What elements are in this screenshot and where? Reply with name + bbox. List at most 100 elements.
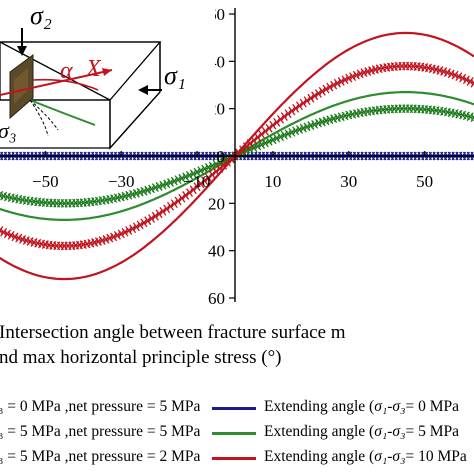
y-tick-label: 40 — [208, 242, 225, 261]
data-point — [322, 84, 330, 94]
legend-text: σ₃ — [392, 398, 406, 415]
legend-entry-left: ₃ = 5 MPa ,net pressure = 2 MPa — [0, 448, 200, 466]
data-point — [129, 224, 137, 234]
data-point — [15, 233, 23, 243]
x-axis-title-line2: nd max horizontal principle stress (°) — [0, 347, 282, 368]
x-tick-label: −30 — [108, 172, 135, 191]
legend-entry-right: Extending angle (σ₁-σ₃= 5 MPa — [264, 423, 459, 441]
data-point — [265, 123, 273, 133]
data-point — [189, 185, 197, 195]
legend-text: ₃ = 0 MPa ,net pressure = 5 MPa — [0, 398, 201, 415]
data-point — [220, 161, 228, 170]
data-point — [113, 231, 121, 240]
data-point — [201, 176, 209, 186]
data-point — [292, 126, 300, 136]
legend-swatch — [212, 407, 256, 410]
data-point — [292, 103, 300, 113]
legend-entry-left: ₃ = 5 MPa ,net pressure = 5 MPa — [0, 423, 200, 441]
legend-text: - — [387, 423, 393, 440]
data-point — [185, 188, 193, 197]
data-point — [462, 75, 470, 85]
data-point — [110, 232, 118, 242]
data-point — [242, 142, 250, 151]
data-point — [337, 77, 345, 86]
data-point — [288, 106, 296, 116]
data-point — [174, 175, 182, 185]
legend-entry-right: Extending angle (σ₁-σ₃= 0 MPa — [264, 398, 459, 416]
legend-text: ₃ = 5 MPa ,net pressure = 2 MPa — [0, 448, 201, 465]
data-point — [166, 178, 175, 187]
legend-text: σ₃ — [392, 448, 406, 465]
data-point — [341, 75, 349, 85]
data-point — [470, 113, 474, 119]
data-point — [170, 176, 178, 186]
data-point — [280, 130, 288, 140]
data-point — [284, 129, 292, 139]
data-point — [197, 166, 205, 176]
legend-text: σ₁ — [374, 398, 388, 415]
data-point — [295, 101, 304, 111]
data-point — [155, 209, 163, 219]
data-point — [470, 116, 474, 123]
data-point — [269, 135, 277, 145]
x-axis-line — [0, 69, 113, 96]
data-point — [204, 163, 212, 172]
data-point — [261, 138, 269, 148]
sigma2-arrowhead — [17, 46, 27, 56]
data-point — [151, 211, 159, 221]
data-point — [193, 167, 201, 177]
data-point — [170, 199, 178, 209]
data-point — [470, 82, 474, 88]
fracture-trace-dashed-2 — [29, 99, 49, 137]
fracture-texture — [14, 68, 28, 104]
data-point — [303, 96, 311, 106]
data-point — [212, 167, 220, 177]
data-point — [436, 66, 444, 75]
data-point — [117, 229, 125, 239]
data-point — [261, 126, 269, 136]
data-point — [470, 151, 474, 158]
data-point — [470, 154, 474, 161]
data-point — [277, 115, 285, 124]
x-axis-label: X — [85, 56, 102, 82]
legend-text: = 0 MPa — [405, 398, 459, 415]
data-point — [174, 196, 182, 206]
slab-right-bottom — [109, 91, 161, 149]
data-point — [182, 172, 190, 182]
legend-text: σ₁ — [374, 423, 388, 440]
data-point — [208, 161, 216, 171]
data-point — [0, 190, 4, 197]
sigma1-arrowhead — [138, 85, 148, 95]
data-point — [223, 157, 231, 167]
data-point — [201, 164, 209, 174]
data-point — [307, 93, 315, 103]
x-tick-label: 50 — [416, 172, 433, 191]
alpha-label: α — [60, 58, 73, 84]
legend-text: = 5 MPa — [405, 423, 459, 440]
data-point — [208, 170, 216, 180]
data-point — [0, 191, 8, 201]
legend-entry-right: Extending angle (σ₁-σ₃= 10 MPa — [264, 448, 467, 466]
data-point — [273, 133, 281, 143]
data-point — [0, 227, 8, 237]
data-point — [459, 110, 467, 120]
data-point — [216, 164, 224, 173]
data-point — [136, 220, 144, 230]
x-tick-label: −10 — [184, 172, 211, 191]
legend-text: σ₃ — [392, 423, 406, 440]
data-point — [345, 73, 353, 83]
data-point — [326, 82, 334, 92]
data-point — [269, 120, 277, 130]
data-point — [212, 159, 220, 169]
x-axis-arrowhead — [102, 68, 112, 76]
series-markers-sym10 — [0, 61, 474, 251]
legend-text: - — [387, 398, 393, 415]
data-point — [432, 65, 440, 74]
data-point — [447, 69, 455, 79]
data-point — [440, 67, 448, 76]
data-point — [125, 226, 133, 235]
data-point — [258, 140, 266, 149]
data-point — [182, 191, 190, 200]
data-point — [254, 141, 262, 151]
data-point — [166, 201, 175, 211]
